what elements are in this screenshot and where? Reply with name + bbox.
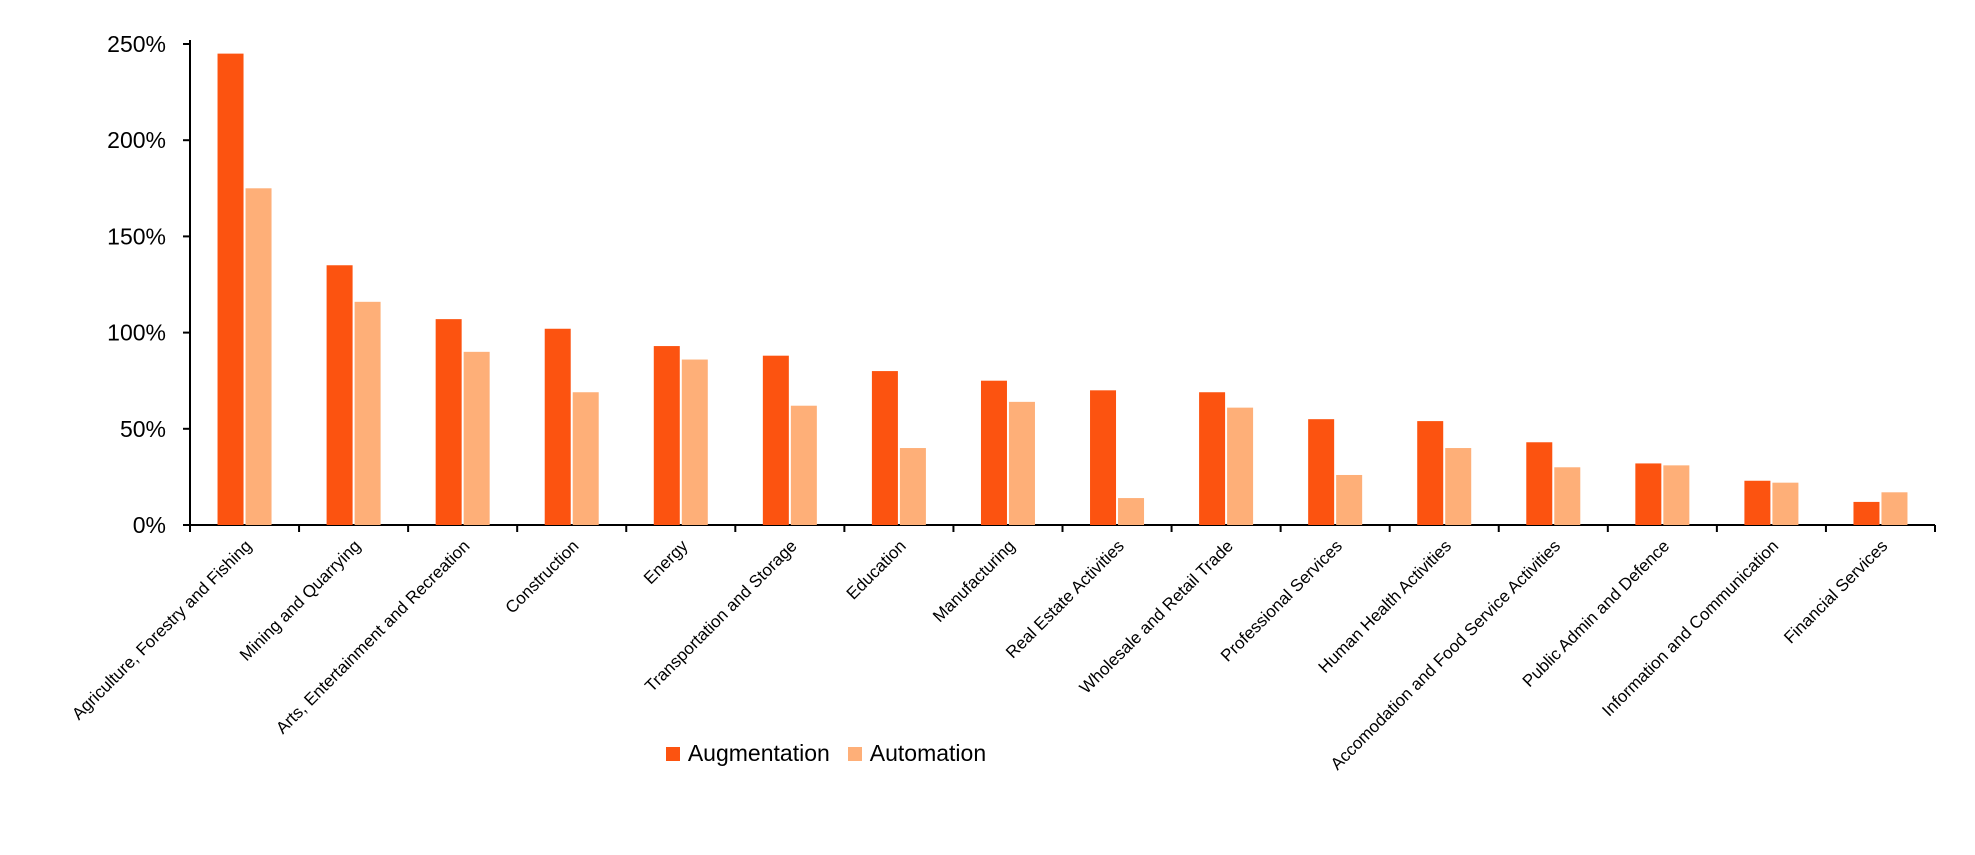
y-tick-label: 200% — [107, 127, 166, 153]
category-label: Arts, Entertainment and Recreation — [272, 536, 473, 737]
category-label: Professional Services — [1217, 536, 1346, 665]
bar-automation-11 — [1445, 448, 1472, 525]
bar-augmentation-11 — [1417, 421, 1444, 525]
category-label: Financial Services — [1780, 536, 1891, 647]
legend-swatch-automation — [847, 746, 862, 761]
bar-augmentation-2 — [435, 319, 462, 525]
category-label: Accomodation and Food Service Activities — [1327, 536, 1564, 773]
bar-automation-6 — [899, 448, 926, 525]
bar-automation-7 — [1008, 401, 1035, 525]
y-axis: 0% 50% 100% 150% 200% 250% — [107, 31, 191, 538]
category-labels: Agriculture, Forestry and FishingMining … — [68, 536, 1891, 774]
y-tick-label: 100% — [107, 320, 166, 346]
bar-augmentation-1 — [326, 265, 353, 525]
bar-automation-0 — [245, 188, 272, 526]
category-label: Energy — [640, 536, 692, 588]
y-tick-label: 250% — [107, 31, 166, 57]
y-tick-label: 0% — [133, 512, 166, 538]
legend-swatch-augmentation — [665, 746, 680, 761]
legend-label-automation: Automation — [869, 740, 987, 766]
category-label: Education — [843, 536, 910, 603]
legend-item-automation: Automation — [847, 740, 987, 767]
bar-automation-13 — [1663, 465, 1690, 525]
bar-automation-14 — [1772, 482, 1799, 525]
bar-augmentation-14 — [1744, 480, 1771, 525]
bar-automation-5 — [790, 405, 817, 525]
category-label: Agriculture, Forestry and Fishing — [68, 536, 255, 723]
category-label: Mining and Quarrying — [236, 536, 364, 664]
bar-augmentation-6 — [871, 371, 898, 525]
legend-item-augmentation: Augmentation — [665, 740, 830, 767]
y-tick-label: 50% — [120, 416, 166, 442]
category-label: Real Estate Activities — [1002, 536, 1128, 662]
category-label: Manufacturing — [929, 536, 1019, 626]
bar-automation-4 — [681, 359, 708, 525]
legend: Augmentation Automation — [0, 740, 1652, 767]
bar-augmentation-12 — [1526, 442, 1553, 525]
bar-augmentation-3 — [544, 328, 571, 525]
y-tick-label: 150% — [107, 223, 166, 249]
category-label: Information and Communication — [1598, 536, 1782, 720]
bar-augmentation-13 — [1635, 463, 1662, 525]
bar-automation-3 — [572, 392, 599, 525]
x-axis — [189, 524, 1936, 532]
bar-automation-12 — [1554, 467, 1581, 525]
bar-augmentation-0 — [217, 53, 244, 526]
bar-augmentation-4 — [653, 346, 680, 525]
category-label: Construction — [502, 536, 583, 617]
bar-augmentation-9 — [1199, 392, 1226, 525]
bar-augmentation-5 — [762, 355, 789, 525]
legend-label-augmentation: Augmentation — [687, 740, 830, 766]
bar-automation-8 — [1118, 498, 1145, 525]
bar-augmentation-15 — [1853, 501, 1880, 525]
bar-automation-2 — [463, 351, 490, 525]
bar-automation-15 — [1881, 492, 1908, 525]
bar-automation-9 — [1227, 407, 1254, 525]
bar-augmentation-7 — [980, 380, 1007, 525]
bar-augmentation-10 — [1308, 419, 1335, 525]
bar-automation-10 — [1336, 474, 1363, 525]
bar-automation-1 — [354, 301, 381, 525]
bars — [217, 53, 1908, 526]
bar-augmentation-8 — [1090, 390, 1117, 525]
